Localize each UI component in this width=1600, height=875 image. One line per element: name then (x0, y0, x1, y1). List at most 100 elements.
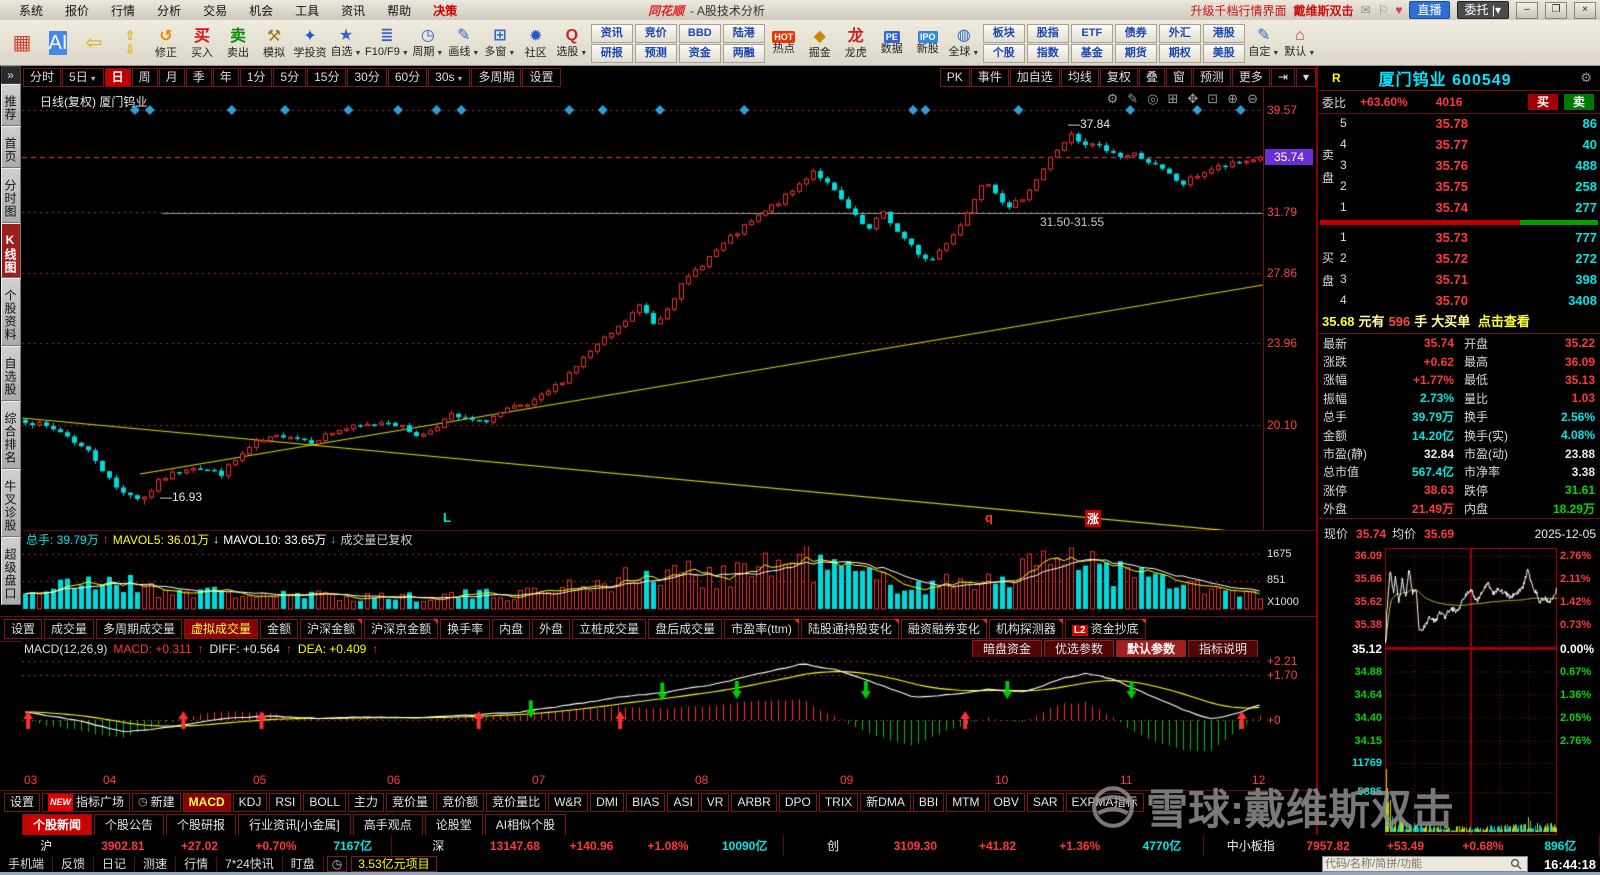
indicator-tab-盘后成交量[interactable]: 盘后成交量 (648, 619, 723, 639)
indicator-button-新DMA[interactable]: 新DMA (860, 792, 911, 812)
bottom-link-行情[interactable]: 行情 (176, 856, 218, 872)
news-tab-个股研报[interactable]: 个股研报 (166, 814, 237, 835)
news-tab-行业资讯[小金属][interactable]: 行业资讯[小金属] (238, 814, 351, 835)
dropdown-arrow-icon[interactable]: ▼ (89, 75, 97, 83)
indicator-tab-市盈率(ttm)[interactable]: 市盈率(ttm) (724, 619, 799, 639)
chart-tool-更多[interactable]: 更多 (1231, 67, 1270, 87)
toolbar-guzhi-zhishu-top[interactable]: 股指 (1026, 23, 1069, 43)
bell-icon[interactable]: ⚐ (1377, 3, 1389, 17)
indicator-button-SAR[interactable]: SAR (1026, 792, 1064, 812)
indicator-tab-外盘[interactable]: 外盘 (532, 619, 571, 639)
toolbar-ipo[interactable]: IPO 新股 (911, 21, 945, 65)
toolbar-hot[interactable]: HOT 热点 (767, 21, 801, 65)
settings-icon[interactable]: ⚙ (1106, 91, 1119, 106)
gear-icon[interactable]: ⚙ (1580, 70, 1592, 85)
sidebar-item-自选股[interactable]: 自选股 (1, 346, 21, 401)
period-tab-5日[interactable]: 5日 ▼ (62, 67, 104, 87)
sell-row-2[interactable]: 2 35.75 258 (1336, 176, 1600, 197)
drag-icon[interactable]: ✥ (1187, 91, 1199, 106)
stock-search-input[interactable] (1322, 856, 1528, 872)
lock-icon[interactable]: ⊡ (1207, 91, 1219, 106)
bottom-link-日记[interactable]: 日记 (94, 856, 136, 872)
dropdown-arrow-icon[interactable]: ▼ (401, 49, 409, 57)
toolbar-longhu[interactable]: 龙龙虎 (839, 21, 873, 65)
chart-tool-加自选[interactable]: 加自选 (1009, 67, 1060, 87)
period-tab-多周期[interactable]: 多周期 (471, 67, 522, 87)
indicator-tab-成交量[interactable]: 成交量 (44, 619, 95, 639)
toolbar-period[interactable]: ◷ 周期 ▼ (411, 21, 445, 65)
zoom-in-icon[interactable]: ⊕ (1227, 91, 1239, 106)
sell-row-3[interactable]: 3 35.76 488 (1336, 155, 1600, 176)
indicator-tab-金额[interactable]: 金额 (260, 619, 299, 639)
indicator-button-指标广场[interactable]: NEW 指标广场 (42, 792, 131, 812)
sidebar-item-综合排名[interactable]: 综合排名 (1, 401, 21, 469)
toolbar-jingjia-yuce-bottom[interactable]: 预测 (634, 43, 677, 63)
indicator-tab-虚拟成交量[interactable]: 虚拟成交量 (184, 619, 259, 639)
entrust-button[interactable]: 委托 |▾ (1456, 1, 1509, 19)
period-tab-周[interactable]: 周 (131, 67, 158, 87)
period-tab-月[interactable]: 月 (158, 67, 185, 87)
indicator-button-竞价额[interactable]: 竞价额 (436, 792, 485, 812)
indicator-tab-陆股通持股变化[interactable]: 陆股通持股变化 (800, 619, 899, 639)
chart-tool-叠[interactable]: 叠 (1138, 67, 1165, 87)
indicator-tab-内盘[interactable]: 内盘 (492, 619, 531, 639)
alarm-icon[interactable]: ◷ (326, 856, 348, 872)
menu-系统[interactable]: 系统 (19, 3, 44, 18)
sidebar-item-牛叉诊股[interactable]: 牛叉诊股 (1, 469, 21, 537)
indicator-button-MACD[interactable]: MACD (182, 792, 231, 812)
indicator-button-EXPMA指标[interactable]: EXPMA指标 (1065, 792, 1144, 812)
toolbar-draw-line[interactable]: ✎ 画线 ▼ (447, 21, 481, 65)
bottom-link-7*24快讯[interactable]: 7*24快讯 (217, 856, 283, 872)
toolbar-ganggu-meigu-top[interactable]: 港股 (1202, 23, 1245, 43)
toolbar-f10-f9[interactable]: ≣ F10/F9 ▼ (365, 21, 409, 65)
sell-row-4[interactable]: 4 35.77 40 (1336, 134, 1600, 155)
page-down-icon[interactable]: ⇩ (124, 41, 136, 57)
dropdown-arrow-icon[interactable]: ▼ (1308, 49, 1316, 57)
toolbar-sell[interactable]: 卖卖出 (221, 21, 255, 65)
buy-row-3[interactable]: 3 35.71 398 (1336, 269, 1600, 290)
toolbar-ai-assistant[interactable]: AI (41, 21, 75, 65)
toolbar-bbd-zijin-bottom[interactable]: 资金 (678, 43, 721, 63)
indicator-button-OBV[interactable]: OBV (987, 792, 1025, 812)
indicator-button-ARBR[interactable]: ARBR (731, 792, 777, 812)
account-name[interactable]: 戴维斯双击 (1293, 3, 1354, 18)
dropdown-arrow-icon[interactable]: ▼ (472, 49, 480, 57)
macd-button-默认参数[interactable]: 默认参数 (1115, 640, 1186, 658)
period-tab-15分[interactable]: 15分 (307, 67, 347, 87)
news-tab-个股新闻[interactable]: 个股新闻 (22, 814, 93, 835)
menu-报价[interactable]: 报价 (65, 3, 90, 18)
news-tab-高手观点[interactable]: 高手观点 (352, 814, 423, 835)
sidebar-item-分时图[interactable]: 分时图 (1, 168, 21, 223)
toolbar-lugang-liangrong-top[interactable]: 陆港 (722, 23, 765, 43)
minimize-button[interactable]: – (1516, 1, 1538, 19)
toolbar-watchlist[interactable]: ★ 自选 ▼ (329, 21, 363, 65)
toolbar-ganggu-meigu-bottom[interactable]: 美股 (1202, 43, 1245, 63)
indicator-tab-机构探测器[interactable]: 机构探测器 (988, 619, 1063, 639)
indicator-tab-沪深京金额[interactable]: 沪深京金额 (364, 619, 439, 639)
toolbar-correct[interactable]: ↺ 修正 (149, 21, 183, 65)
macd-button-暗盘资金[interactable]: 暗盘资金 (971, 640, 1042, 658)
toolbar-buy[interactable]: 买买入 (185, 21, 219, 65)
chart-tool-预测[interactable]: 预测 (1192, 67, 1231, 87)
toolbar-global[interactable]: ◍ 全球 ▼ (947, 21, 981, 65)
volume-canvas[interactable] (22, 546, 1263, 614)
buy-button[interactable]: 买 (1528, 94, 1558, 110)
bottom-link-测速[interactable]: 测速 (135, 856, 177, 872)
toolbar-learn-invest[interactable]: ✦ 学投资 (293, 21, 327, 65)
sidebar-collapse[interactable]: » (1, 66, 21, 84)
menu-机会[interactable]: 机会 (249, 3, 274, 18)
news-tab-论股堂[interactable]: 论股堂 (424, 814, 483, 835)
buy-row-2[interactable]: 2 35.72 272 (1336, 248, 1600, 269)
bottom-link-手机端[interactable]: 手机端 (0, 856, 54, 872)
news-tab-AI相似个股[interactable]: AI相似个股 (484, 814, 567, 835)
indicator-tab-资金抄底[interactable]: L2 资金抄底 (1064, 619, 1146, 639)
restore-button[interactable]: ❐ (1545, 1, 1567, 19)
multi-window-icon[interactable]: ⊞ (1167, 91, 1179, 106)
chart-tool-PK[interactable]: PK (939, 67, 970, 87)
eye-icon[interactable]: ◎ (1147, 91, 1159, 106)
period-tab-年[interactable]: 年 (212, 67, 239, 87)
big-order-alert[interactable]: 35.68 元有 596 手大买单 点击查看 (1318, 311, 1600, 334)
sell-row-1[interactable]: 1 35.74 277 (1336, 197, 1600, 218)
live-button[interactable]: 直播 (1409, 1, 1450, 19)
menu-工具[interactable]: 工具 (295, 3, 320, 18)
